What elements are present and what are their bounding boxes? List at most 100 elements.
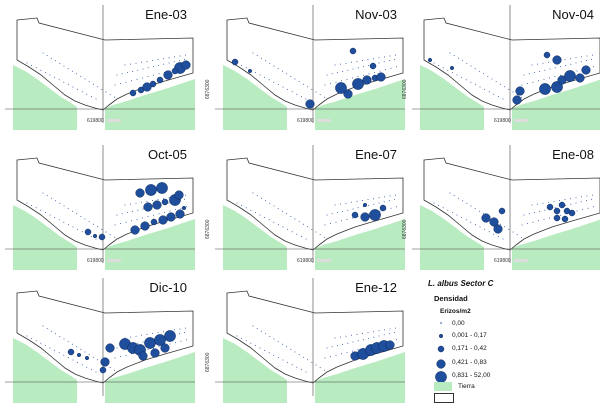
sample-point	[447, 69, 449, 71]
panel-title: Oct-05	[147, 147, 187, 162]
sample-point	[259, 74, 261, 76]
sample-point	[334, 64, 336, 66]
sample-point	[95, 371, 97, 373]
sample-point	[35, 340, 37, 342]
sample-point	[168, 202, 170, 204]
sample-point	[90, 369, 92, 371]
sample-point	[277, 84, 279, 86]
sample-point	[59, 202, 61, 204]
land-area-west	[420, 205, 484, 270]
scale-bar	[514, 259, 528, 262]
sample-point	[252, 52, 254, 54]
sample-point	[135, 62, 137, 64]
density-circle	[150, 218, 158, 226]
sample-point	[114, 224, 116, 226]
sample-point	[374, 71, 375, 73]
sample-point	[67, 357, 69, 359]
sample-point	[456, 214, 458, 216]
sample-point	[442, 207, 444, 209]
sample-point	[287, 228, 289, 230]
sample-point	[44, 212, 46, 214]
map-svg	[5, 278, 195, 403]
sample-point	[474, 224, 476, 226]
sample-point	[281, 210, 283, 212]
sample-point	[101, 88, 103, 90]
density-circle	[158, 215, 168, 225]
sample-point	[141, 334, 142, 336]
sample-point	[549, 217, 550, 219]
sample-point	[80, 348, 82, 350]
sample-point	[478, 210, 480, 212]
sample-point	[523, 74, 525, 76]
sample-point	[532, 221, 534, 223]
sample-point	[58, 79, 60, 81]
sample-point	[499, 223, 501, 225]
sample-point	[575, 57, 577, 59]
density-circle	[351, 211, 359, 219]
sample-point	[560, 74, 561, 76]
sample-point	[346, 218, 348, 220]
sample-point	[92, 223, 94, 225]
sample-point	[184, 331, 186, 333]
sample-point	[290, 215, 292, 217]
density-circle	[349, 47, 357, 55]
density-circle	[498, 207, 506, 215]
sample-point	[347, 342, 349, 344]
sample-point	[356, 333, 358, 335]
sample-point	[130, 336, 131, 338]
y-coordinate-label: 6876300	[0, 209, 1, 239]
land-label: Tierra	[458, 383, 475, 390]
sample-point	[373, 58, 374, 60]
sample-point	[488, 231, 490, 233]
sample-point	[42, 192, 44, 194]
y-coordinate-label: 6876300	[402, 79, 408, 99]
density-circle	[152, 200, 162, 210]
sample-point	[84, 218, 86, 220]
sample-point	[26, 335, 28, 337]
sample-point	[548, 61, 549, 63]
sample-point	[394, 331, 396, 333]
sample-point	[465, 219, 467, 221]
sample-point	[273, 221, 275, 223]
sample-point	[528, 73, 530, 75]
sample-point	[146, 333, 148, 335]
sample-point	[433, 202, 435, 204]
sample-point	[254, 345, 256, 347]
sample-point	[438, 64, 440, 66]
sample-point	[564, 199, 566, 201]
sample-point	[273, 65, 275, 67]
sample-point	[174, 56, 175, 58]
sample-point	[549, 77, 550, 79]
sample-point	[153, 347, 154, 349]
sample-point	[136, 218, 138, 220]
sample-point	[291, 91, 293, 93]
sample-point	[180, 207, 182, 209]
sample-point	[394, 198, 396, 200]
sample-point	[384, 56, 385, 58]
sample-point	[265, 60, 267, 62]
sample-point	[277, 341, 279, 343]
sample-point	[585, 200, 587, 202]
sample-point	[479, 226, 481, 228]
sample-point	[175, 342, 176, 344]
sample-point	[474, 84, 476, 86]
sample-point	[447, 209, 449, 211]
legend-class-2: 0,171 - 0,42	[428, 342, 588, 356]
sample-point	[147, 76, 149, 78]
sample-point	[302, 83, 304, 85]
sample-point	[186, 206, 187, 208]
sample-point	[168, 197, 170, 199]
sample-point	[250, 342, 252, 344]
sample-point	[120, 223, 121, 225]
sample-point	[273, 81, 275, 83]
density-circle	[515, 86, 525, 96]
sample-point	[126, 212, 128, 214]
sample-point	[340, 203, 341, 205]
sample-point	[453, 195, 455, 197]
sample-point	[326, 347, 328, 349]
sample-point	[484, 88, 486, 90]
density-circle	[161, 198, 169, 206]
sample-point	[101, 228, 103, 230]
panel-title: Ene-12	[355, 280, 397, 295]
sample-point	[245, 67, 247, 69]
